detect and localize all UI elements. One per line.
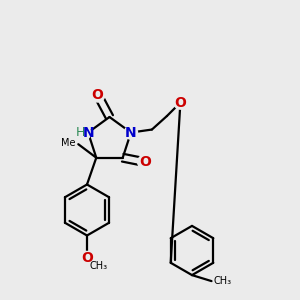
Text: N: N bbox=[83, 125, 94, 140]
Text: CH₃: CH₃ bbox=[213, 276, 231, 286]
Circle shape bbox=[124, 126, 137, 139]
Text: O: O bbox=[81, 251, 93, 265]
Circle shape bbox=[90, 87, 105, 102]
Circle shape bbox=[138, 155, 153, 170]
Circle shape bbox=[174, 96, 187, 109]
Text: N: N bbox=[125, 125, 137, 140]
Text: CH₃: CH₃ bbox=[90, 261, 108, 272]
Text: H: H bbox=[76, 126, 85, 139]
Text: O: O bbox=[92, 88, 104, 101]
Circle shape bbox=[73, 124, 91, 142]
Text: Me: Me bbox=[61, 138, 76, 148]
Circle shape bbox=[78, 251, 96, 269]
Text: O: O bbox=[139, 155, 151, 169]
Text: O: O bbox=[175, 95, 186, 110]
